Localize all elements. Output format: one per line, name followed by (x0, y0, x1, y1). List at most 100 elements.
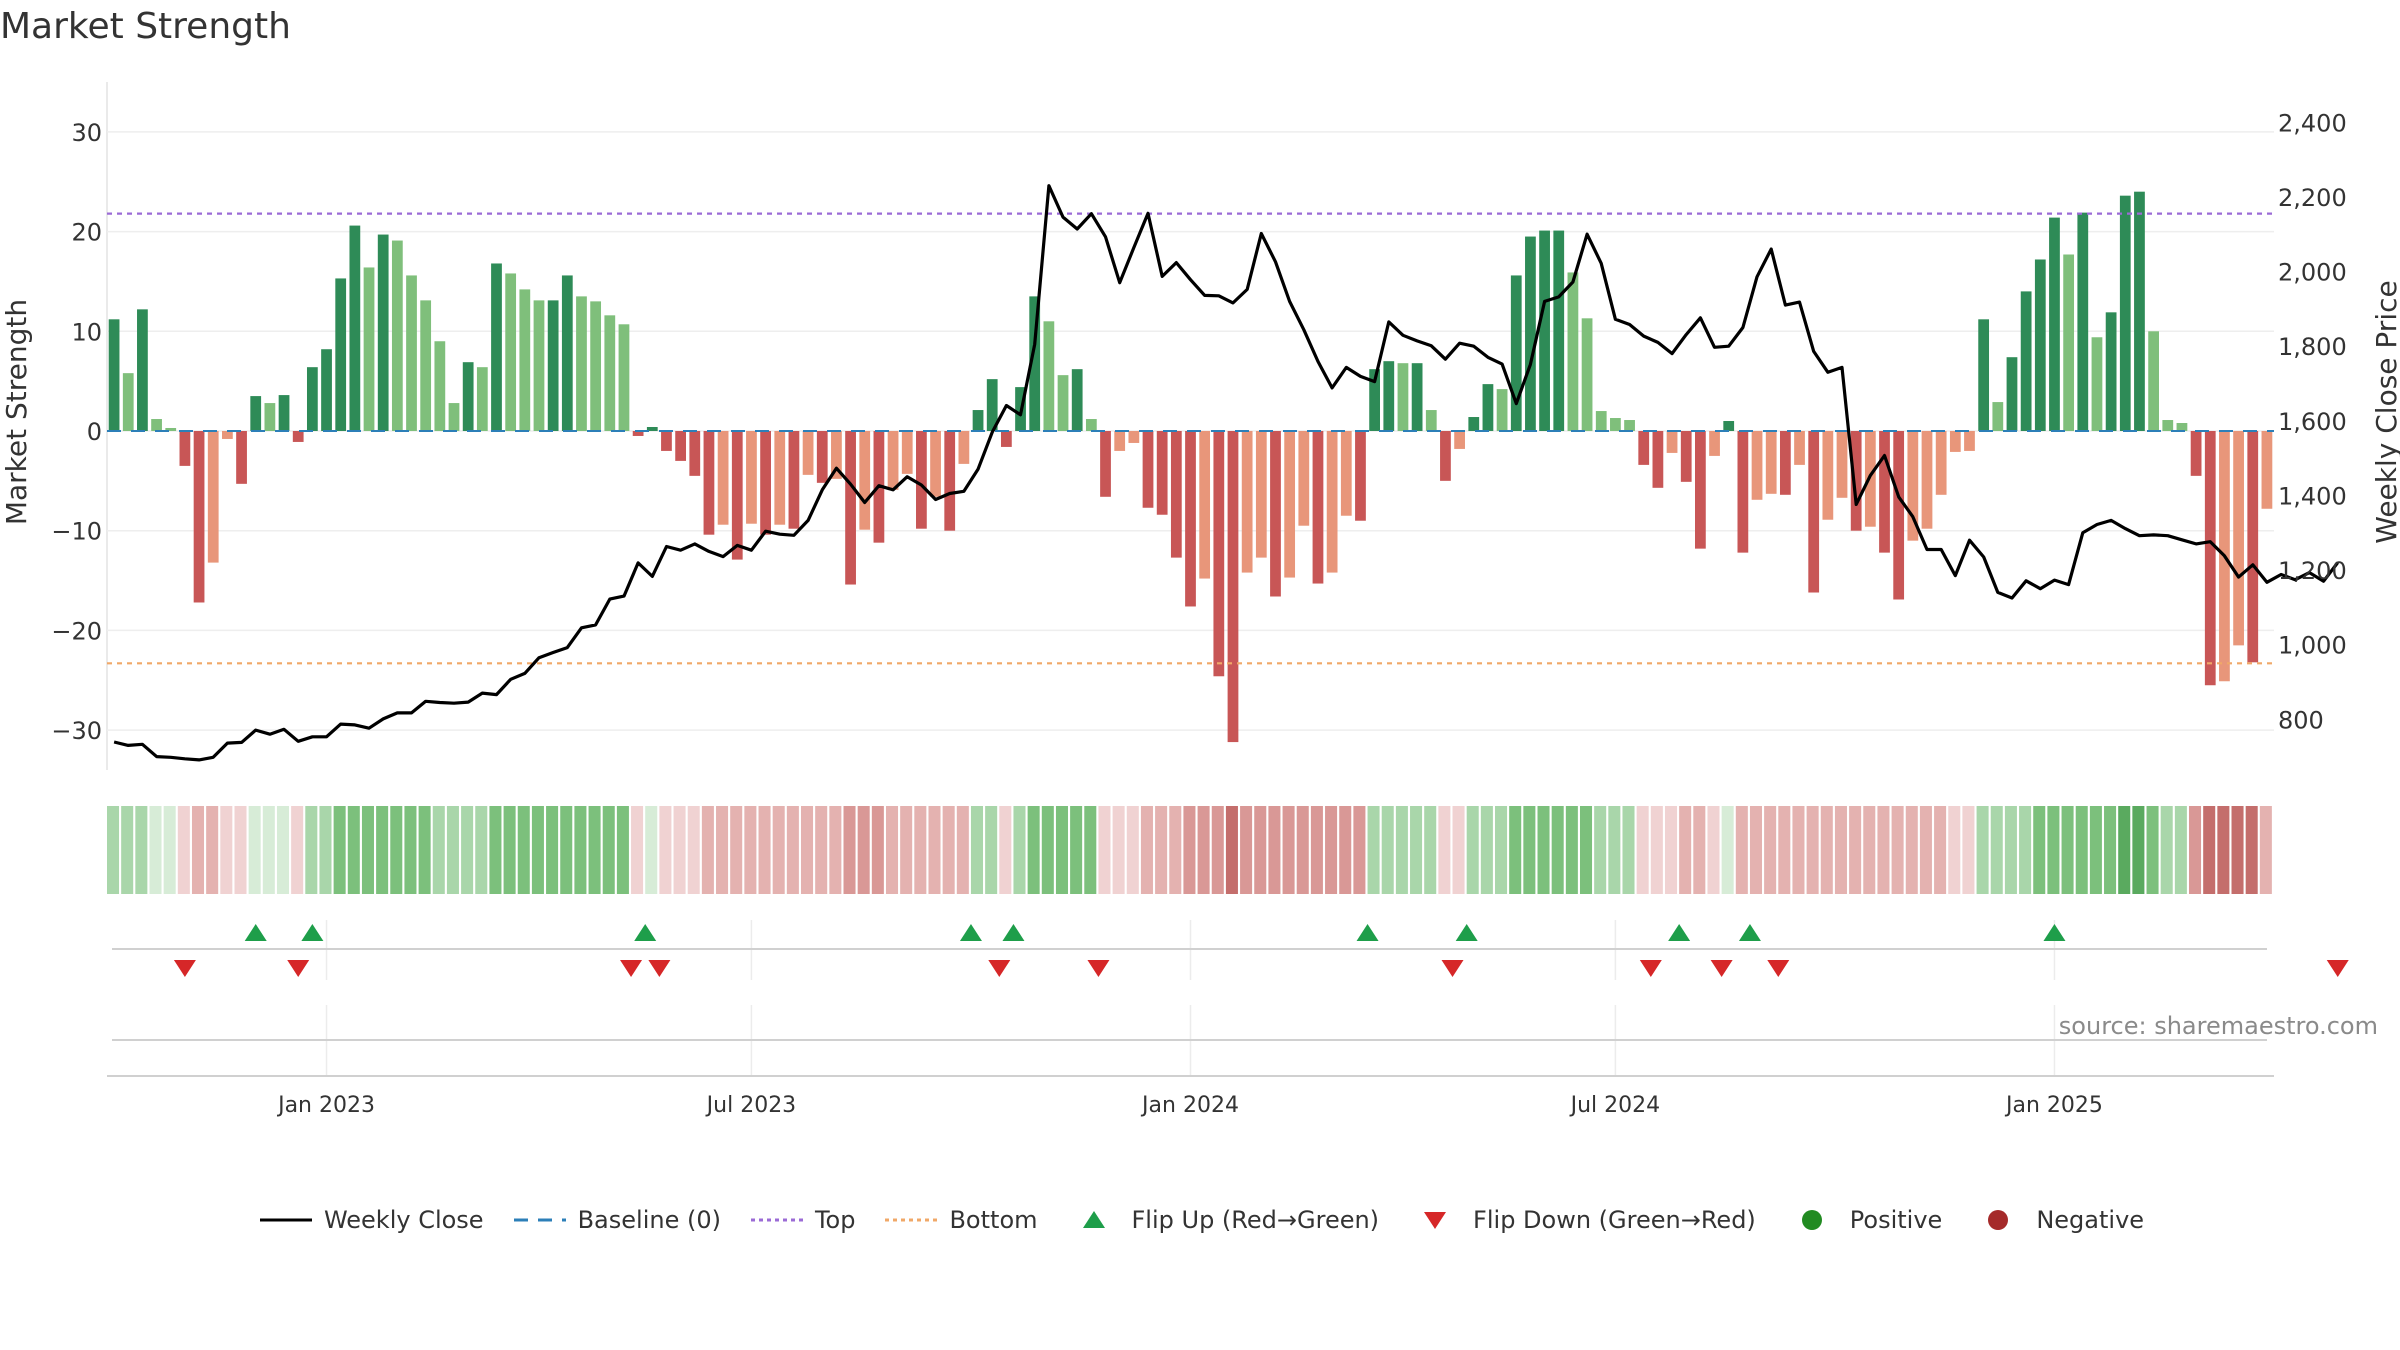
strength-band (305, 806, 318, 894)
strength-bar (1709, 430, 1720, 456)
strength-band (602, 806, 615, 894)
strength-bar (1255, 430, 1267, 558)
strength-band (588, 806, 601, 894)
strength-band (631, 806, 644, 894)
reference-lines (107, 212, 2274, 665)
strength-bar (1978, 319, 1990, 431)
flip-down-marker (648, 960, 671, 977)
strength-bar (179, 430, 191, 466)
strength-band (673, 806, 686, 894)
strength-bar (958, 430, 970, 464)
strength-band (220, 806, 233, 894)
y-tick-label: 10 (71, 318, 102, 346)
strength-band (2019, 806, 2032, 894)
strength-band (1027, 806, 1040, 894)
flip-up-marker (301, 924, 324, 941)
strength-bar (1652, 430, 1664, 488)
strength-bar (236, 430, 247, 484)
legend-label: Flip Up (Red→Green) (1131, 1206, 1380, 1234)
flip-up-marker (244, 924, 267, 941)
strength-bar (1949, 430, 1961, 452)
axes: 30 20 10 0 −10 −20 −30 2,400 2,200 2,000 1,800 1,60… (51, 109, 2347, 1118)
strength-band (744, 806, 757, 894)
strength-band (871, 806, 884, 894)
flip-up-marker (2043, 924, 2066, 941)
strength-bar (1284, 430, 1296, 578)
strength-band (2033, 806, 2046, 894)
legend-label: Top (814, 1206, 856, 1234)
strength-band (1679, 806, 1692, 894)
strength-band (701, 806, 714, 894)
strength-bar (519, 289, 531, 431)
strength-band (1381, 806, 1394, 894)
strength-band (1367, 806, 1380, 894)
strength-bar (1751, 430, 1763, 500)
strength-bar (2233, 430, 2244, 646)
strength-bar (1893, 430, 1905, 600)
strength-band (319, 806, 332, 894)
strength-band (1070, 806, 1083, 894)
strength-band (1792, 806, 1805, 894)
y-tick-label: 0 (87, 418, 102, 446)
strength-bar (292, 430, 304, 442)
strength-band (914, 806, 927, 894)
strength-band (489, 806, 502, 894)
flip-markers (173, 924, 2349, 977)
strength-band (121, 806, 134, 894)
strength-band (2004, 806, 2017, 894)
y2-tick-label: 2,200 (2278, 184, 2347, 212)
strength-band (1650, 806, 1663, 894)
legend-swatch-bottom (885, 1218, 938, 1222)
strength-band (163, 806, 176, 894)
strength-bar (2148, 331, 2159, 431)
strength-band (177, 806, 190, 894)
flip-up-marker (1455, 924, 1478, 941)
strength-band (758, 806, 771, 894)
strength-bar (2247, 430, 2259, 663)
strength-band (2104, 806, 2117, 894)
strength-band (1934, 806, 1947, 894)
y2-tick-label: 1,800 (2278, 333, 2347, 361)
strength-bar (944, 430, 956, 531)
strength-bar (1624, 420, 1635, 431)
strength-bar (491, 263, 502, 431)
strength-band (1905, 806, 1918, 894)
strength-bar (2034, 259, 2046, 431)
strength-band (2047, 806, 2060, 894)
strength-band (1013, 806, 1026, 894)
legend-label: Baseline (0) (577, 1206, 721, 1234)
flip-down-marker (173, 960, 196, 977)
strength-bar (1043, 321, 1055, 431)
strength-band (404, 806, 417, 894)
y2-tick-label: 1,600 (2278, 408, 2347, 436)
flip-down-marker (2326, 960, 2349, 977)
legend-label: Flip Down (Green→Red) (1473, 1206, 1756, 1234)
strength-band (1480, 806, 1493, 894)
strength-bar (1794, 430, 1805, 465)
x-tick-label: Jan 2024 (1140, 1093, 1239, 1118)
strength-band (2146, 806, 2159, 894)
strength-bar (845, 430, 856, 585)
strength-bar (1907, 430, 1919, 541)
strength-band (786, 806, 799, 894)
y-tick-label: −30 (51, 717, 102, 745)
strength-band (1268, 806, 1281, 894)
legend-item: Baseline (0) (510, 1205, 721, 1235)
strength-band (531, 806, 544, 894)
strength-band (432, 806, 445, 894)
strength-bar (1100, 430, 1111, 497)
strength-band (1735, 806, 1748, 894)
strength-band (1919, 806, 1932, 894)
strength-band (1778, 806, 1791, 894)
strength-bar (434, 341, 446, 431)
strength-band (276, 806, 289, 894)
strength-bar (774, 430, 786, 525)
strength-bar (859, 430, 871, 530)
chart-title: Market Strength (0, 6, 291, 47)
strength-bar (802, 430, 814, 475)
strength-band (361, 806, 374, 894)
y2-tick-label: 800 (2278, 706, 2324, 734)
strength-bar (391, 240, 403, 431)
strength-bar (533, 300, 545, 431)
strength-band (616, 806, 629, 894)
